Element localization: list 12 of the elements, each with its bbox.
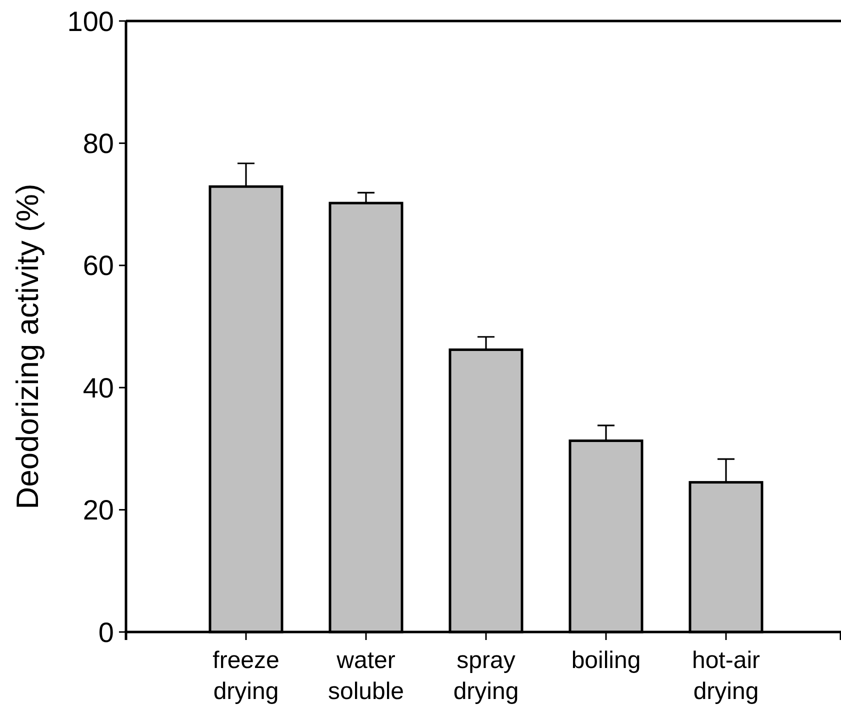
x-tick-label: boiling (571, 647, 641, 674)
x-tick-label: spray drying (453, 647, 519, 705)
x-tick-label: water soluble (328, 647, 404, 705)
y-axis-title: Deodorizing activity (%) (10, 184, 45, 510)
y-tick-label: 40 (82, 372, 114, 404)
y-tick-label: 100 (67, 6, 114, 37)
x-tick-label: hot-air drying (692, 647, 760, 705)
x-tick-label: freeze drying (212, 647, 280, 705)
y-tick-label: 60 (82, 250, 114, 282)
y-tick-label: 20 (82, 494, 114, 526)
y-tick-label: 80 (82, 128, 114, 159)
y-tick-label: 0 (98, 616, 114, 648)
